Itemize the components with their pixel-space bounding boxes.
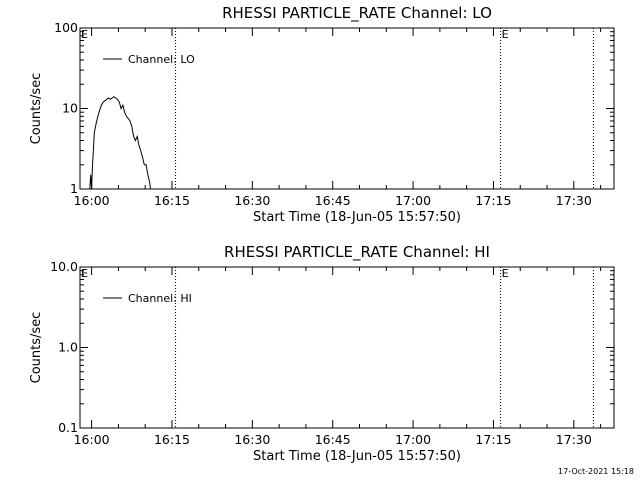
legend-label: Channel: HI — [128, 292, 192, 305]
x-tick-label: 17:30 — [556, 193, 592, 208]
y-axis-label: Counts/sec — [29, 73, 44, 145]
y-axis-label: Counts/sec — [29, 312, 44, 384]
y-tick-label: 1 — [70, 181, 78, 196]
y-tick-label: 10 — [62, 101, 78, 116]
x-axis-label: Start Time (18-Jun-05 15:57:50) — [253, 210, 461, 225]
x-axis-label: Start Time (18-Jun-05 15:57:50) — [253, 449, 461, 464]
x-tick-label: 17:15 — [475, 432, 511, 447]
x-tick-label: 16:15 — [154, 432, 190, 447]
event-marker-label: E — [502, 267, 509, 280]
chart-1: RHESSI PARTICLE_RATE Channel: LO Start Ti… — [29, 4, 615, 225]
chart-2: RHESSI PARTICLE_RATE Channel: HI Start Ti… — [29, 243, 615, 464]
event-marker-label: E — [81, 28, 88, 41]
x-tick-label: 17:00 — [395, 193, 431, 208]
x-tick-label: 16:15 — [154, 193, 190, 208]
y-tick-label: 10.0 — [50, 259, 78, 274]
x-tick-label: 17:15 — [475, 193, 511, 208]
timestamp: 17-Oct-2021 15:18 — [558, 467, 634, 476]
chart-title: RHESSI PARTICLE_RATE Channel: HI — [224, 243, 490, 262]
x-tick-label: 16:00 — [74, 432, 110, 447]
event-marker-label: E — [502, 28, 509, 41]
x-tick-label: 16:30 — [234, 432, 270, 447]
x-tick-label: 17:00 — [395, 432, 431, 447]
y-tick-label: 100 — [54, 20, 78, 35]
chart-title: RHESSI PARTICLE_RATE Channel: LO — [222, 4, 492, 23]
x-tick-label: 16:00 — [74, 193, 110, 208]
x-tick-label: 16:45 — [315, 193, 351, 208]
x-tick-label: 16:30 — [234, 193, 270, 208]
event-marker-label: E — [81, 267, 88, 280]
series-line — [89, 96, 151, 190]
x-tick-label: 16:45 — [315, 432, 351, 447]
y-tick-label: 1.0 — [58, 340, 78, 355]
x-tick-label: 17:30 — [556, 432, 592, 447]
legend-label: Channel: LO — [128, 53, 195, 66]
y-tick-label: 0.1 — [58, 420, 78, 435]
